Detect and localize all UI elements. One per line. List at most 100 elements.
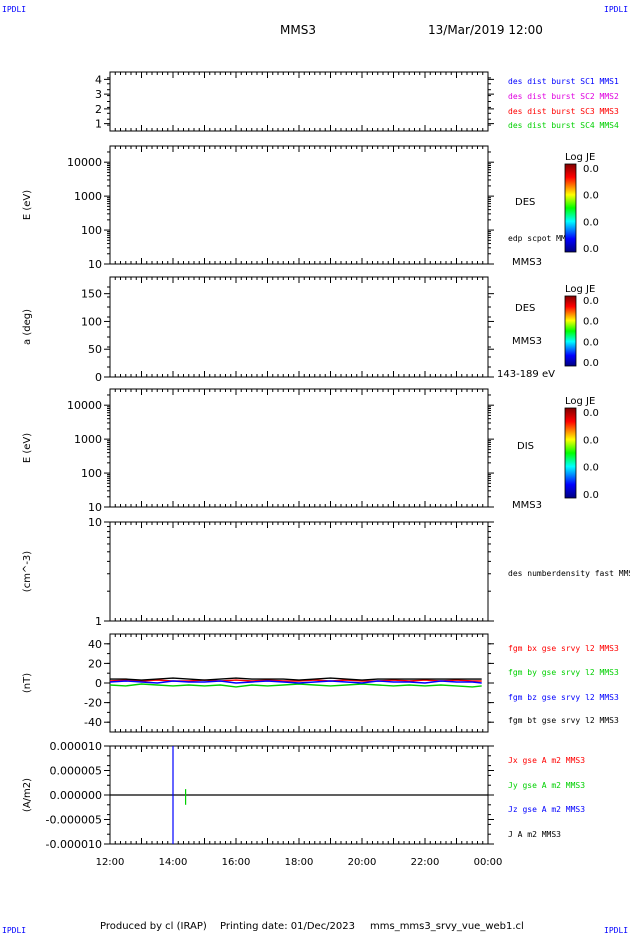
y-tick-label: -0.000010 [46, 838, 102, 851]
colorbar-tick-label: 0.0 [583, 191, 599, 202]
panel-1: 1 2 3 4 des dist burst SC1 MMS1 des dist burs… [95, 71, 619, 132]
y-tick-label: -20 [84, 697, 102, 710]
y-tick-label: -40 [84, 716, 102, 729]
y-axis-label: E (eV) [22, 190, 33, 220]
y-tick-label: 50 [88, 343, 102, 356]
x-tick-label: 20:00 [348, 857, 377, 868]
colorbar-gradient [564, 295, 577, 367]
legend-entry: des numberdensity fast MMS3 [508, 569, 630, 578]
y-tick-label: 40 [88, 638, 102, 651]
panel-2: 10 100 1000 10000 E (eV) DES MMS3 edp scpot MMS… [22, 145, 576, 271]
colorbar-title: Log JE [565, 396, 595, 407]
colorbar-tick-label: 0.0 [583, 317, 599, 328]
y-tick-label: 100 [81, 224, 102, 237]
legend-entry: des dist burst SC1 MMS1 [508, 77, 619, 86]
y-tick-label: 1000 [74, 433, 102, 446]
legend-entry: fgm bz gse srvy l2 MMS3 [508, 693, 619, 702]
legend-entry: Jx gse A m2 MMS3 [508, 756, 585, 765]
corner-label-bottom-right: IPDLI [604, 926, 628, 934]
colorbar-tick-label: 0.0 [583, 435, 599, 446]
x-tick-label: 00:00 [474, 857, 503, 868]
x-tick-label: 16:00 [222, 857, 251, 868]
y-tick-label: 150 [81, 288, 102, 301]
colorbar-3: Log JE0.00.00.00.0 [564, 396, 599, 501]
x-tick-label: 14:00 [159, 857, 188, 868]
y-tick-label: -0.000005 [46, 814, 102, 827]
side-label: DIS [517, 441, 534, 452]
y-tick-label: 100 [81, 315, 102, 328]
y-tick-label: 10 [88, 258, 102, 271]
corner-label-bottom-left: IPDLI [2, 926, 26, 934]
legend-entry: Jz gse A m2 MMS3 [508, 805, 585, 814]
x-tick-label: 12:00 [96, 857, 125, 868]
y-tick-label: 10 [88, 501, 102, 514]
panel-4: 10 100 1000 10000 E (eV) DIS MMS3 [22, 388, 542, 514]
colorbar-tick-label: 0.0 [583, 164, 599, 175]
y-tick-label: 2 [95, 103, 102, 116]
corner-label-top-right: IPDLI [604, 5, 628, 14]
panel-frame [109, 71, 489, 132]
legend-entry: des dist burst SC4 MMS4 [508, 121, 619, 130]
overlay-label: edp scpot MMS3 [508, 234, 576, 243]
panel-6: -40 -20 0 20 40 (nT) fgm bx gse srvy l2 MMS3 fg… [22, 633, 619, 733]
series-line-4 [110, 677, 482, 681]
legend-entry: fgm bx gse srvy l2 MMS3 [508, 644, 619, 653]
datetime-title: 13/Mar/2019 12:00 [428, 23, 543, 37]
y-axis-label: a (deg) [22, 309, 33, 345]
colorbar-2: Log JE0.00.00.00.0 [564, 284, 599, 369]
colorbar-tick-label: 0.0 [583, 337, 599, 348]
y-tick-label: 10000 [67, 156, 102, 169]
corner-label-top-left: IPDLI [2, 5, 26, 14]
y-tick-label: 100 [81, 467, 102, 480]
y-tick-label: 1 [95, 615, 102, 628]
panel-frame [109, 521, 489, 622]
legend-entry: J A m2 MMS3 [508, 830, 561, 839]
colorbar-1: Log JE0.00.00.00.0 [564, 152, 599, 255]
y-tick-label: 0 [95, 677, 102, 690]
footer-produced-by: Produced by cl (IRAP) [100, 921, 207, 932]
legend-entry: fgm by gse srvy l2 MMS3 [508, 668, 619, 677]
legend-entry: Jy gse A m2 MMS3 [508, 781, 585, 790]
y-tick-label: 10000 [67, 399, 102, 412]
colorbar-title: Log JE [565, 152, 595, 163]
y-axis-label: (nT) [22, 673, 33, 693]
colorbar-title: Log JE [565, 284, 595, 295]
y-tick-label: 1 [95, 118, 102, 131]
y-tick-label: 4 [95, 73, 102, 86]
series-line-2 [109, 683, 482, 688]
footer-file-name: mms_mms3_srvy_vue_web1.cl [370, 921, 524, 932]
y-tick-label: 0.000000 [50, 789, 103, 802]
y-tick-label: 0.000005 [50, 765, 103, 778]
colorbar-gradient [564, 407, 577, 499]
legend-entry: fgm bt gse srvy l2 MMS3 [508, 716, 619, 725]
side-label: DES [515, 197, 535, 208]
x-tick-label: 18:00 [285, 857, 314, 868]
x-tick-label: 22:00 [411, 857, 440, 868]
colorbar-tick-label: 0.0 [583, 296, 599, 307]
panel-frame [109, 145, 489, 265]
panel-7: -0.000010 -0.000005 0.000000 0.000005 0.0000… [22, 740, 585, 851]
y-tick-label: 0 [95, 371, 102, 384]
panel-5: 1 10 (cm^-3) des numberdensity fast MMS3 [22, 516, 630, 628]
y-axis-label: (cm^-3) [22, 551, 33, 592]
colorbar-tick-label: 0.0 [583, 490, 599, 501]
y-axis-label: E (eV) [22, 433, 33, 463]
colorbar-gradient [564, 163, 577, 253]
colorbar-tick-label: 0.0 [583, 358, 599, 369]
side-label: MMS3 [512, 257, 542, 268]
panel-frame [109, 388, 489, 508]
panel-frame [109, 276, 489, 378]
colorbar-tick-label: 0.0 [583, 463, 599, 474]
y-tick-label: 1000 [74, 190, 102, 203]
side-label: MMS3 [512, 500, 542, 511]
side-label: DES [515, 303, 535, 314]
colorbar-tick-label: 0.0 [583, 244, 599, 255]
y-tick-label: 20 [88, 657, 102, 670]
footer-printing-date: Printing date: 01/Dec/2023 [220, 921, 355, 932]
y-tick-label: 10 [88, 516, 102, 529]
side-label: MMS3 [512, 336, 542, 347]
y-tick-label: 3 [95, 88, 102, 101]
side-label: 143-189 eV [497, 369, 555, 380]
colorbar-tick-label: 0.0 [583, 217, 599, 228]
